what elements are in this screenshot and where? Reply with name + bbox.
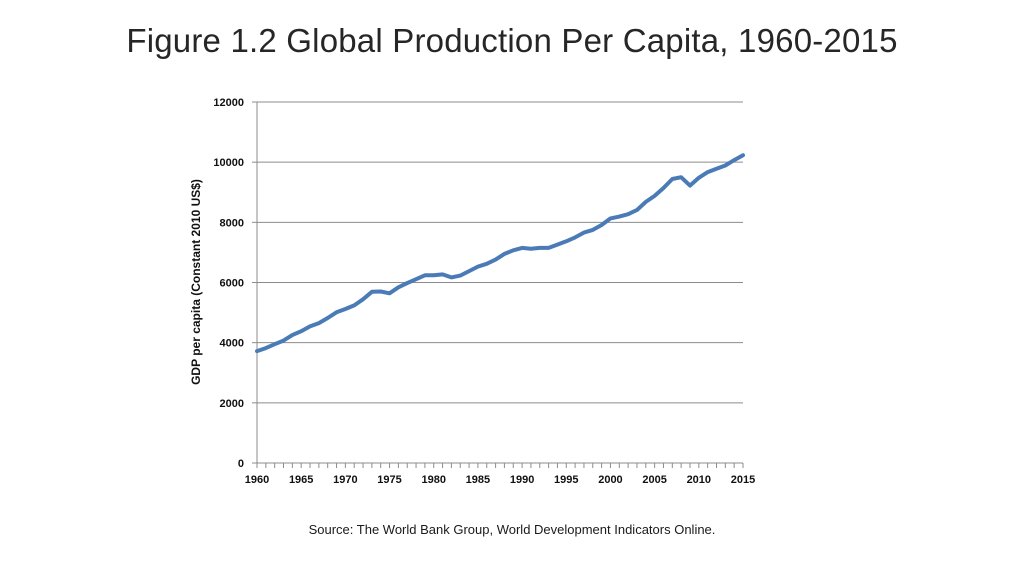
y-tick-label: 4000 bbox=[220, 338, 244, 350]
y-axis-title: GDP per capita (Constant 2010 US$) bbox=[189, 179, 203, 385]
tick-labels: 0 2000 4000 6000 8000 10000 12000 1960 1965 1970 1… bbox=[213, 97, 755, 486]
x-tick-label: 1965 bbox=[289, 474, 313, 486]
y-tick-label: 0 bbox=[238, 458, 244, 470]
x-tick-label: 2010 bbox=[687, 474, 711, 486]
y-tick-label: 12000 bbox=[213, 97, 244, 109]
series-line bbox=[255, 153, 745, 354]
x-tick-label: 1985 bbox=[466, 474, 490, 486]
x-tick-label: 1960 bbox=[245, 474, 269, 486]
x-tick-label: 1995 bbox=[554, 474, 578, 486]
x-tick-label: 1975 bbox=[377, 474, 401, 486]
x-tick-label: 1980 bbox=[421, 474, 445, 486]
series-layer bbox=[255, 153, 745, 354]
y-tick-label: 2000 bbox=[220, 398, 244, 410]
slide-title: Figure 1.2 Global Production Per Capita,… bbox=[126, 22, 898, 59]
x-tick-label: 2015 bbox=[731, 474, 755, 486]
gridlines bbox=[257, 101, 743, 404]
x-tick-label: 1990 bbox=[510, 474, 534, 486]
x-tick-label: 2000 bbox=[598, 474, 622, 486]
y-tick-label: 8000 bbox=[220, 217, 244, 229]
x-tick-label: 1970 bbox=[333, 474, 357, 486]
x-tick-label: 2005 bbox=[642, 474, 666, 486]
y-tick-label: 6000 bbox=[220, 278, 244, 290]
axes bbox=[252, 101, 744, 468]
y-tick-label: 10000 bbox=[213, 157, 244, 169]
source-note: Source: The World Bank Group, World Deve… bbox=[308, 522, 716, 537]
